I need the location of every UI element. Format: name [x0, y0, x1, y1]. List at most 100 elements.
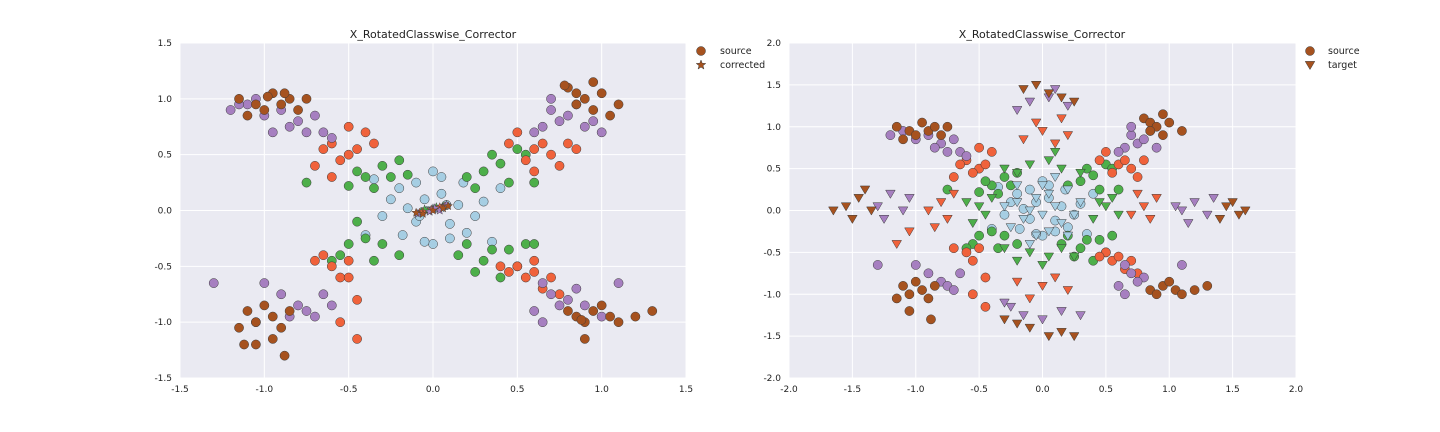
data-point: [1177, 126, 1187, 136]
data-point-triangle: [1075, 311, 1086, 321]
data-point: [537, 317, 548, 328]
data-point-triangle: [1214, 215, 1226, 224]
data-point-triangle: [1024, 160, 1036, 170]
data-point: [980, 176, 991, 187]
data-point-star: [411, 207, 421, 217]
data-point: [1132, 172, 1143, 182]
data-point: [1139, 134, 1149, 145]
data-point: [596, 300, 607, 311]
data-point-triangle: [1005, 302, 1017, 312]
data-point-triangle: [1233, 210, 1245, 220]
x-tick-label: 0.5: [510, 385, 524, 395]
data-point: [948, 285, 959, 295]
data-point-triangle: [999, 202, 1010, 212]
data-point-triangle: [1125, 210, 1137, 220]
data-point: [259, 105, 270, 115]
data-point-triangle: [1221, 202, 1232, 212]
data-point-triangle: [1049, 273, 1061, 283]
data-point: [605, 110, 615, 121]
data-point: [293, 300, 303, 311]
data-point: [343, 255, 354, 266]
data-point-triangle: [1018, 311, 1029, 321]
data-point: [402, 203, 413, 214]
data-point: [546, 289, 556, 300]
data-point-triangle: [1005, 223, 1017, 233]
data-point: [1012, 188, 1023, 199]
data-point: [898, 281, 908, 291]
data-point: [923, 293, 934, 304]
data-point: [1126, 163, 1137, 174]
data-point: [394, 155, 405, 166]
data-point: [554, 300, 565, 311]
data-point: [571, 99, 582, 110]
data-point: [251, 339, 261, 350]
data-point: [352, 144, 362, 154]
data-point-triangle: [1100, 202, 1112, 212]
data-point-triangle: [1170, 202, 1181, 212]
data-point: [495, 272, 506, 283]
data-point-triangle: [1024, 97, 1036, 107]
data-point-triangle: [847, 215, 858, 224]
data-point: [394, 250, 405, 261]
data-point: [504, 267, 514, 277]
data-point-triangle: [1043, 332, 1055, 342]
legend-label-source: source: [720, 46, 752, 57]
data-point-triangle: [948, 189, 960, 199]
data-point: [571, 144, 582, 154]
data-point-triangle: [1227, 198, 1238, 208]
x-tick-label: 0.0: [426, 385, 441, 395]
data-point: [967, 289, 978, 300]
data-point: [352, 166, 362, 177]
data-point-triangle: [1062, 286, 1074, 296]
data-point: [596, 127, 607, 138]
data-point: [377, 239, 388, 249]
data-point: [910, 276, 921, 287]
x-tick-label: -1.0: [256, 385, 274, 395]
data-point: [310, 160, 320, 171]
data-point: [917, 117, 927, 128]
data-point-triangle: [828, 206, 839, 216]
y-tick-label: -1.5: [154, 374, 172, 384]
y-tick-label: -0.5: [763, 248, 781, 258]
data-point-triangle: [859, 185, 871, 195]
data-point: [999, 209, 1010, 220]
data-point: [1075, 243, 1086, 254]
data-point: [961, 151, 972, 161]
data-point-triangle: [999, 298, 1010, 308]
data-point-triangle: [1024, 240, 1036, 250]
data-point-triangle: [878, 215, 890, 224]
chart-2-legend: source target: [1304, 46, 1360, 71]
data-point-triangle: [1024, 294, 1036, 304]
data-point: [596, 311, 607, 322]
data-point-triangle: [1011, 198, 1023, 208]
data-point: [242, 99, 253, 110]
data-point: [1113, 251, 1124, 262]
data-point: [242, 306, 253, 316]
chart-1-legend: source corrected: [695, 46, 765, 71]
data-point: [276, 322, 287, 333]
data-point: [999, 172, 1010, 182]
data-point: [926, 314, 936, 325]
data-point-triangle: [1056, 164, 1067, 174]
data-point: [546, 272, 556, 283]
data-point: [1101, 147, 1111, 157]
data-point: [445, 233, 455, 244]
data-point: [529, 144, 540, 154]
data-point-triangle: [1030, 118, 1042, 128]
data-point: [326, 300, 337, 311]
data-point: [605, 311, 615, 322]
y-tick-label: -1.0: [763, 290, 781, 300]
data-point: [579, 334, 590, 344]
data-point-triangle: [897, 206, 909, 216]
data-point: [1094, 251, 1105, 262]
chart-1-y-ticks: -1.5 -1.0 -0.5 0.0 0.5 1.0 1.5: [154, 39, 172, 384]
data-point: [929, 142, 940, 153]
data-point: [904, 306, 915, 316]
data-point-triangle: [967, 219, 979, 229]
data-point-triangle: [866, 206, 877, 216]
data-point-triangle: [1037, 261, 1048, 270]
data-point: [1107, 167, 1118, 178]
data-point-triangle: [1056, 219, 1067, 229]
data-point: [1113, 184, 1124, 195]
data-point: [520, 155, 531, 166]
